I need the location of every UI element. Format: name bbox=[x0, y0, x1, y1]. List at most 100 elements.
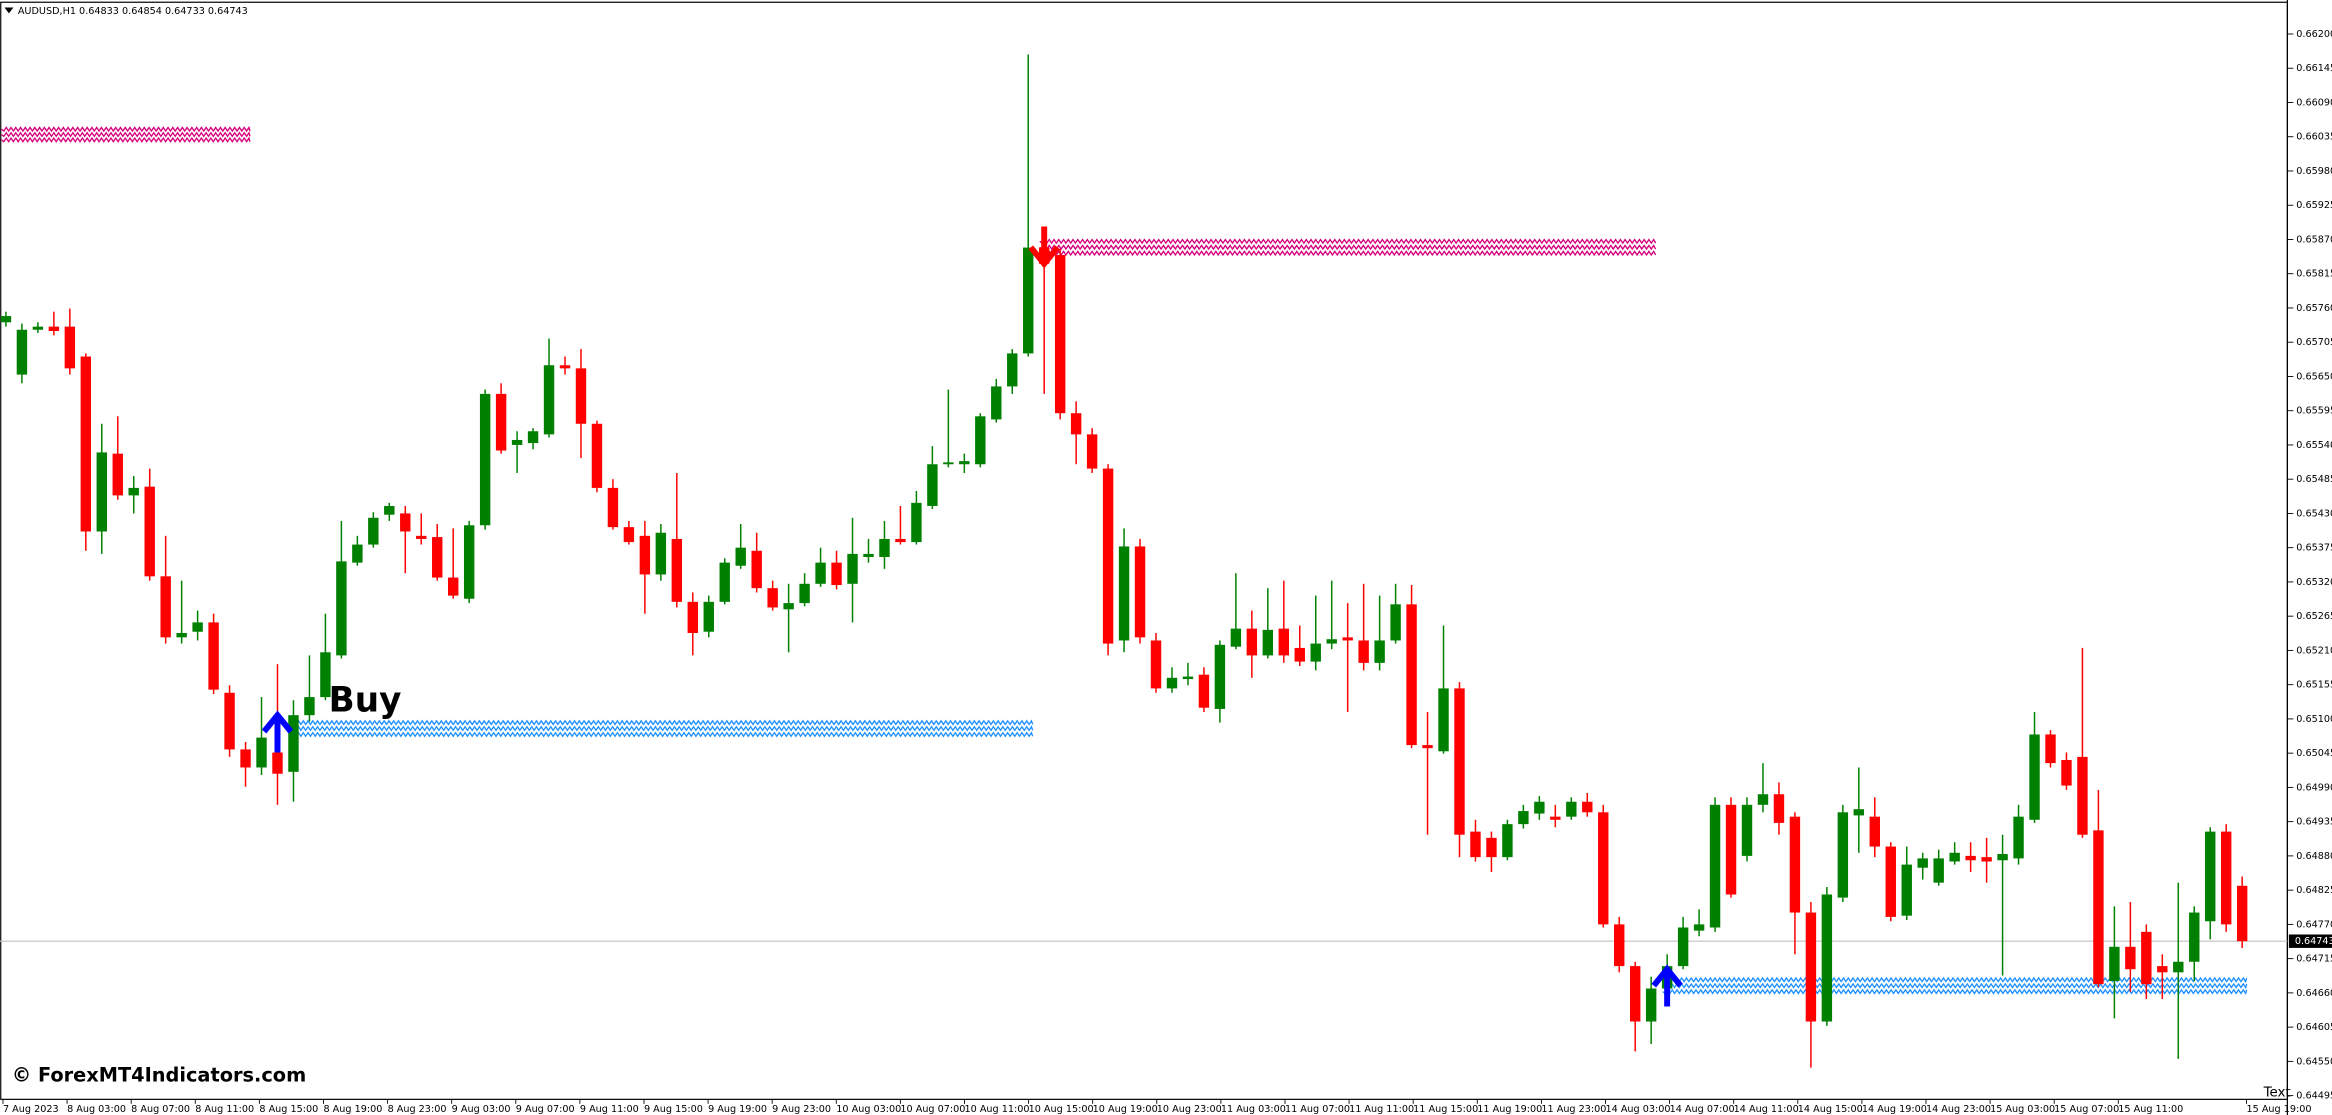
candle-body bbox=[304, 697, 315, 716]
candle-body bbox=[368, 517, 379, 545]
candle-body bbox=[1582, 801, 1593, 813]
candle-body bbox=[1997, 854, 2008, 861]
candle-body bbox=[767, 588, 778, 608]
candle-body bbox=[927, 464, 938, 506]
candle-body bbox=[847, 553, 858, 584]
signal-arrow bbox=[261, 710, 294, 753]
candle-body bbox=[655, 532, 667, 575]
candle-body bbox=[1981, 857, 1992, 862]
x-tick-label: 9 Aug 03:00 bbox=[452, 1104, 511, 1115]
x-tick-label: 8 Aug 07:00 bbox=[131, 1104, 190, 1115]
y-tick-label: 0.65375 bbox=[2296, 543, 2332, 554]
corner-text: Text bbox=[2263, 1086, 2291, 1101]
candle-body bbox=[1965, 855, 1976, 861]
candle-body bbox=[384, 505, 395, 515]
candle-body bbox=[1262, 629, 1274, 656]
candle-body bbox=[192, 622, 203, 632]
candle-body bbox=[911, 502, 922, 543]
candle-body bbox=[1342, 637, 1353, 641]
candle-body bbox=[495, 393, 507, 451]
x-tick-label: 11 Aug 03:00 bbox=[1221, 1104, 1286, 1115]
buy-label: Buy bbox=[329, 681, 402, 721]
candle-body bbox=[1486, 837, 1497, 858]
candle-body bbox=[1390, 604, 1401, 641]
candle-body bbox=[1310, 643, 1321, 662]
candle-body bbox=[1326, 639, 1337, 644]
x-tick-label: 8 Aug 19:00 bbox=[323, 1104, 382, 1115]
candle-body bbox=[799, 583, 810, 604]
candle-body bbox=[176, 632, 187, 638]
candle-body bbox=[1230, 628, 1242, 647]
candle-body bbox=[48, 326, 60, 331]
candle-body bbox=[1502, 824, 1513, 858]
candle-body bbox=[320, 652, 331, 698]
candle-body bbox=[1102, 468, 1114, 644]
x-tick-label: 9 Aug 23:00 bbox=[772, 1104, 831, 1115]
candle-body bbox=[1070, 413, 1082, 435]
candle-body bbox=[2077, 756, 2088, 835]
candle-body bbox=[783, 603, 794, 610]
candle-body bbox=[400, 513, 411, 532]
candle-body bbox=[1134, 546, 1146, 638]
candle-body bbox=[240, 749, 251, 768]
candle-body bbox=[1118, 546, 1130, 641]
candle-body bbox=[1518, 811, 1529, 825]
candle-body bbox=[1470, 831, 1481, 858]
candle-body bbox=[1150, 640, 1162, 689]
candle-body bbox=[943, 462, 954, 465]
x-tick-label: 14 Aug 11:00 bbox=[1734, 1104, 1799, 1115]
candle-body bbox=[751, 550, 762, 589]
candle-body bbox=[1614, 924, 1625, 967]
x-tick-label: 9 Aug 11:00 bbox=[580, 1104, 639, 1115]
candle-body bbox=[447, 577, 459, 596]
candle-body bbox=[2157, 966, 2168, 973]
candle-body bbox=[1645, 988, 1657, 1022]
candle-body bbox=[96, 452, 107, 532]
y-tick-label: 0.66035 bbox=[2296, 132, 2332, 143]
candle-body bbox=[703, 601, 714, 632]
candle-body bbox=[1214, 644, 1226, 709]
candle-body bbox=[1550, 816, 1561, 820]
candle-body bbox=[208, 622, 219, 690]
menu-triangle[interactable] bbox=[4, 7, 14, 14]
x-tick-label: 11 Aug 19:00 bbox=[1477, 1104, 1542, 1115]
x-tick-label: 11 Aug 23:00 bbox=[1541, 1104, 1606, 1115]
candle-body bbox=[2220, 831, 2232, 925]
candle-body bbox=[1757, 794, 1769, 805]
candle-body bbox=[815, 562, 826, 584]
x-tick-label: 9 Aug 15:00 bbox=[644, 1104, 703, 1115]
candle-body bbox=[575, 368, 587, 424]
candle-body bbox=[1054, 255, 1066, 414]
candle-body bbox=[144, 486, 155, 577]
y-tick-label: 0.65155 bbox=[2296, 680, 2332, 691]
candle-body bbox=[543, 365, 555, 435]
candle-body bbox=[1773, 794, 1785, 823]
candle-body bbox=[591, 423, 603, 488]
candle-body bbox=[1821, 894, 1833, 1022]
candle-body bbox=[975, 416, 986, 465]
candle-body bbox=[1246, 628, 1258, 656]
x-tick-label: 14 Aug 19:00 bbox=[1862, 1104, 1927, 1115]
candle-body bbox=[1438, 688, 1449, 752]
candle-body bbox=[2173, 961, 2184, 973]
x-tick-label: 10 Aug 11:00 bbox=[964, 1104, 1029, 1115]
candle-body bbox=[352, 544, 363, 563]
candle-body bbox=[112, 453, 123, 496]
candle-body bbox=[2093, 830, 2104, 985]
x-tick-label: 9 Aug 07:00 bbox=[516, 1104, 575, 1115]
x-tick-label: 15 Aug 19:00 bbox=[2246, 1104, 2311, 1115]
x-tick-label: 8 Aug 23:00 bbox=[388, 1104, 447, 1115]
candle-body bbox=[288, 715, 299, 772]
candle-body bbox=[1198, 674, 1210, 708]
candle-body bbox=[1805, 912, 1817, 1022]
candle-body bbox=[272, 752, 283, 774]
x-tick-label: 10 Aug 03:00 bbox=[836, 1104, 901, 1115]
y-tick-label: 0.65925 bbox=[2296, 200, 2332, 211]
candle-body bbox=[224, 692, 235, 750]
